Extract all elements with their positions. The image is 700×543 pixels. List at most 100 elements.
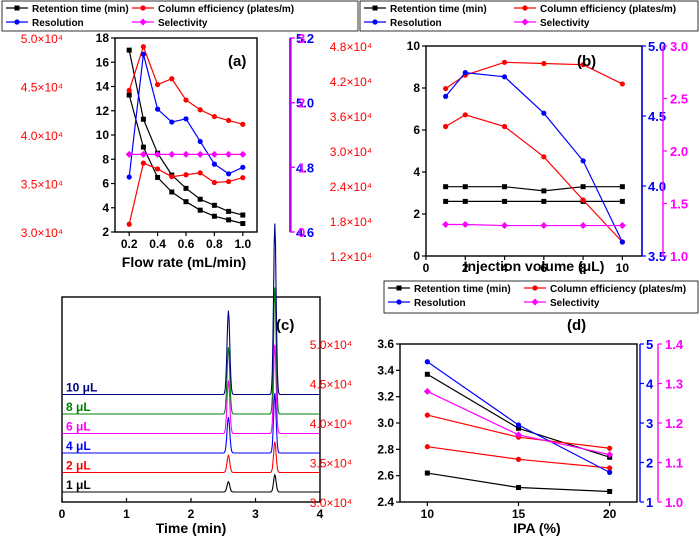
x-tick-label: 0.6 — [178, 237, 195, 251]
y-tick-label: 4 — [413, 165, 420, 179]
legend-box — [1, 0, 359, 32]
data-point — [169, 189, 175, 195]
y-tick-label: 16 — [96, 55, 110, 69]
y-tick-label: 2 — [413, 207, 420, 221]
data-point — [540, 222, 548, 230]
data-point — [155, 174, 161, 180]
y-tick-label: 2 — [102, 225, 109, 239]
legend-box — [383, 280, 699, 314]
y-tick-label: 2.6 — [377, 469, 394, 483]
y-tick-label: 10 — [407, 39, 421, 53]
data-point — [443, 93, 449, 99]
legend-label: Selectivity — [158, 18, 208, 29]
y-tick-label: 18 — [96, 31, 110, 45]
chromatogram-trace — [62, 287, 320, 415]
y-tick-label: 4.0×10⁴ — [21, 129, 63, 143]
data-point — [501, 74, 508, 80]
legend-marker — [396, 285, 402, 291]
data-point — [443, 198, 449, 204]
data-point — [183, 185, 189, 191]
legend-marker — [372, 5, 378, 11]
x-tick-label: 6 — [540, 261, 547, 275]
legend-box — [359, 0, 699, 32]
y-tick-label: 3.2 — [377, 390, 394, 404]
series-line — [445, 186, 623, 192]
legend-label: Resolution — [390, 18, 442, 29]
data-point — [226, 208, 232, 214]
x-axis-title-b: Injection volume (μL) — [464, 258, 605, 274]
series-line — [128, 54, 244, 178]
data-point — [225, 150, 233, 158]
series-line — [128, 44, 243, 125]
y-tick-label: 10 — [96, 128, 110, 142]
y-tick-label: 6 — [413, 123, 420, 137]
y-tick-label: 3.5×10⁴ — [21, 178, 63, 192]
legend-marker — [14, 5, 20, 11]
x-tick-label: 15 — [512, 507, 526, 521]
data-point — [516, 425, 521, 431]
legend-label: Column efficiency (plates/m) — [550, 284, 686, 295]
y-tick-label: 5.0 — [648, 39, 666, 54]
y-tick-label: 4.6 — [296, 225, 314, 240]
data-point — [140, 116, 146, 122]
legend-label: Retention time (min) — [390, 4, 487, 15]
data-point — [226, 178, 232, 185]
data-point — [462, 184, 468, 190]
legend-marker — [522, 5, 528, 11]
data-point — [502, 184, 508, 190]
data-point — [442, 221, 450, 228]
data-point — [606, 451, 614, 459]
legend-marker — [139, 18, 147, 26]
y-tick-label: 1.8×10⁴ — [330, 215, 372, 229]
chromatogram-trace — [62, 473, 320, 493]
y-tick-label: 3.0 — [670, 39, 688, 54]
data-point — [501, 222, 509, 230]
data-point — [183, 172, 189, 178]
legend-marker — [396, 299, 402, 305]
data-point — [607, 488, 613, 494]
panel-label-d: (d) — [567, 317, 586, 334]
y-tick-label: 1.0 — [670, 249, 688, 264]
data-point — [154, 150, 162, 158]
data-point — [155, 166, 161, 172]
y-tick-label: 14 — [96, 80, 110, 94]
panel-b: 0 2 4 6 8 10 0 2 4 6 8 10 1.2×10⁴ 1.8×10⁴ 2.4×10⁴ 3.0×1… — [330, 0, 699, 275]
data-point — [443, 184, 449, 190]
trace-label: 2 μL — [66, 459, 91, 473]
x-tick-label: 2 — [462, 261, 469, 275]
data-point — [125, 150, 133, 158]
chromatogram-trace — [62, 344, 320, 435]
y-tick-label: 3.0×10⁴ — [330, 145, 372, 159]
y-tick-label: 5.2 — [296, 31, 314, 46]
legend-label: Resolution — [32, 18, 84, 29]
data-point — [618, 222, 626, 230]
legend-label: Selectivity — [540, 18, 590, 29]
trace-label: 4 μL — [66, 439, 91, 453]
x-tick-label: 1.0 — [234, 237, 251, 251]
data-point — [139, 150, 147, 158]
y-tick-label: 12 — [96, 104, 110, 118]
data-point — [155, 81, 161, 88]
data-point — [183, 199, 189, 205]
data-point — [240, 175, 246, 181]
data-point — [197, 196, 203, 202]
trace-label: 10 μL — [66, 381, 97, 395]
data-point — [183, 97, 189, 103]
data-point — [196, 150, 204, 158]
y-tick-label: 0 — [413, 249, 420, 263]
data-point — [126, 87, 132, 93]
y-tick-label: 3 — [298, 31, 305, 46]
data-point — [424, 412, 430, 418]
data-point — [140, 144, 146, 150]
y-tick-label: 4.5×10⁴ — [21, 81, 63, 95]
data-point — [211, 213, 217, 219]
x-tick-label: 10 — [421, 507, 435, 521]
data-point — [211, 113, 217, 120]
panel-a: 0.2 0.4 0.6 0.8 1.0246810121416183.0×10⁴3.5×… — [1, 0, 359, 251]
x-tick-label: 4 — [317, 507, 324, 521]
data-point — [580, 158, 586, 164]
trace-label: 6 μL — [66, 420, 91, 434]
y-tick-label: 3.5×10⁴ — [310, 457, 352, 471]
data-point — [424, 444, 430, 450]
